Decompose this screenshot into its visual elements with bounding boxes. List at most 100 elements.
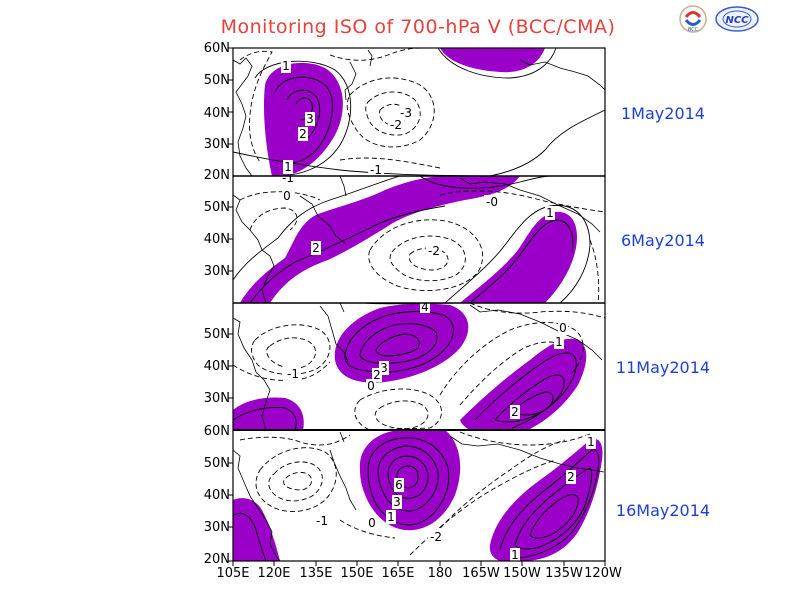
lat-label: 60N	[203, 41, 230, 56]
map-panel-6may: -1 0 2 -2 -0 1	[233, 176, 605, 303]
contour-label: 1	[282, 59, 290, 73]
contour-label: 0	[368, 516, 376, 530]
figure-title: Monitoring ISO of 700-hPa V (BCC/CMA)	[220, 16, 616, 38]
lat-label: 40N	[203, 359, 230, 374]
contour-line	[233, 513, 267, 561]
contour-label: -2	[428, 244, 440, 258]
contour-line	[469, 219, 574, 303]
contour-label: -2	[390, 118, 402, 132]
contour-line	[239, 434, 351, 446]
contour-line	[339, 519, 396, 539]
contour-label: 1	[587, 435, 595, 449]
contour-label: 0	[367, 379, 375, 393]
bcc-logo: BCC	[679, 5, 707, 33]
contour-line	[494, 374, 565, 423]
lat-label: 50N	[203, 200, 230, 215]
contour-label: 2	[312, 241, 320, 255]
contour-label: 3	[393, 495, 401, 509]
lon-label: 150W	[503, 566, 541, 581]
lat-label: 50N	[203, 456, 230, 471]
contour-line	[437, 48, 557, 79]
positive-anomaly-region	[440, 48, 545, 73]
contour-line	[439, 190, 605, 213]
contour-line	[409, 459, 557, 556]
contour-line	[365, 91, 421, 136]
lat-label: 20N	[203, 168, 230, 183]
ncc-logo-text: NCC	[725, 15, 749, 26]
contour-label: 6	[395, 478, 403, 492]
lat-label: 30N	[203, 520, 230, 535]
contour-label: -2	[430, 530, 442, 544]
contour-line	[249, 207, 298, 231]
contour-label: 1	[546, 206, 554, 220]
coastline	[233, 176, 601, 303]
lon-label: 135E	[299, 566, 333, 581]
panel-date: 6May2014	[621, 231, 705, 250]
contour-line	[286, 89, 321, 141]
positive-anomaly-region	[460, 338, 587, 430]
contour-label: 2	[567, 470, 575, 484]
contour-label: 4	[421, 300, 429, 314]
contour-line	[589, 239, 600, 303]
contour-line	[283, 471, 313, 491]
contour-line	[469, 303, 605, 319]
lon-label: 120E	[257, 566, 291, 581]
contour-line	[346, 77, 435, 148]
contour-label: 1	[511, 548, 519, 562]
lon-label: 150E	[340, 566, 374, 581]
contour-label: 1	[555, 335, 563, 349]
lat-label: 50N	[203, 327, 230, 342]
contour-label: 0	[559, 321, 567, 335]
lat-label: 40N	[203, 488, 230, 503]
panel-date: 16May2014	[615, 501, 711, 520]
map-panel-11may: 4 3 2 0 -1 0 1 2	[233, 300, 605, 430]
lon-label: 135W	[545, 566, 583, 581]
contour-line	[367, 437, 450, 526]
contour-label: -1	[370, 163, 382, 177]
lon-label: 180	[427, 566, 453, 581]
map-frame	[232, 47, 606, 562]
coastline	[233, 431, 605, 561]
contour-line	[439, 322, 584, 396]
contour-line	[255, 447, 337, 512]
contour-line	[274, 76, 333, 164]
contour-line	[368, 219, 483, 291]
contour-line	[489, 109, 605, 176]
contour-line	[329, 48, 421, 61]
contour-line	[377, 445, 439, 512]
contour-label: 0	[283, 189, 291, 203]
contour-line	[514, 467, 593, 550]
panel-date: 11May2014	[615, 358, 711, 377]
contour-line	[233, 176, 401, 281]
contour-line	[268, 461, 323, 502]
bcc-logo-text: BCC	[688, 27, 699, 33]
contour-line	[233, 407, 297, 430]
contour-line	[359, 323, 438, 364]
lat-label: 60N	[203, 424, 230, 439]
coastline	[233, 49, 605, 176]
contour-line	[339, 157, 441, 169]
lon-label: 120W	[584, 566, 622, 581]
contour-line	[251, 324, 331, 375]
contour-label: -3	[400, 106, 412, 120]
contour-label: 2	[299, 127, 307, 141]
positive-anomaly-region	[233, 397, 304, 430]
contour-label: 1	[387, 510, 395, 524]
contour-line	[233, 361, 331, 381]
contour-line	[499, 449, 600, 559]
contour-line	[459, 431, 591, 446]
panel-date: 1May2014	[621, 104, 705, 123]
coastline	[233, 303, 603, 430]
contour-label: 1	[284, 160, 292, 174]
contour-label: 2	[373, 368, 381, 382]
contour-label: -0	[486, 195, 498, 209]
ncc-logo: NCC	[715, 6, 759, 32]
map-panel-1may: 1 3 2 1 -3 -2 -1	[233, 48, 605, 177]
contour-line	[374, 400, 429, 429]
lat-label: 40N	[203, 232, 230, 247]
contour-line	[239, 191, 321, 201]
lat-label: 30N	[203, 391, 230, 406]
contour-line	[389, 235, 466, 282]
contour-line	[387, 455, 429, 499]
